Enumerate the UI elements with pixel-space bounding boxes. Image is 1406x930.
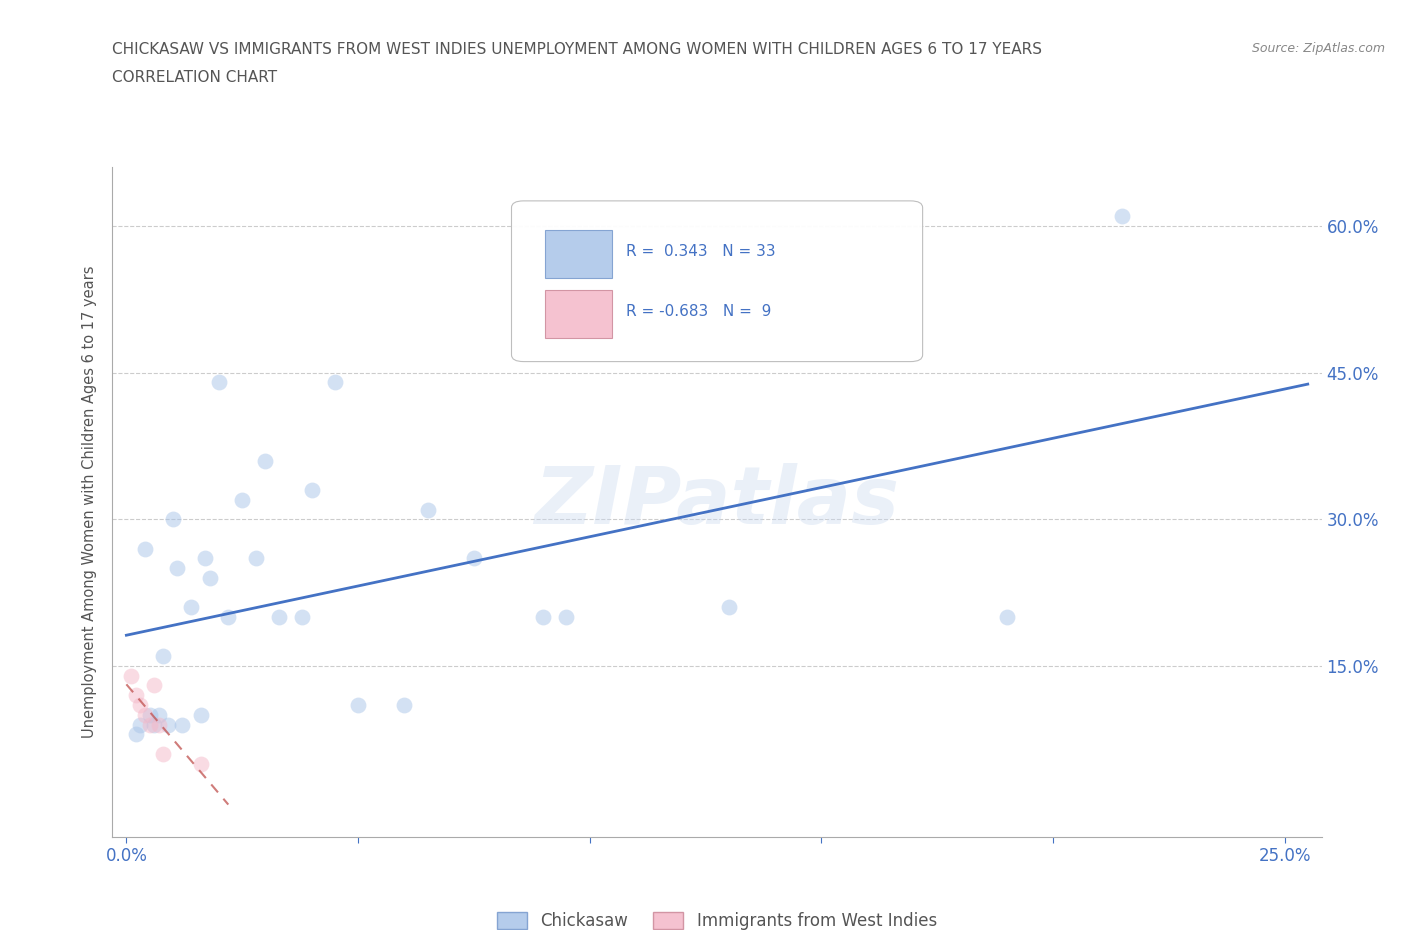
Point <box>124 688 146 703</box>
Text: Source: ZipAtlas.com: Source: ZipAtlas.com <box>1251 42 1385 55</box>
Point <box>323 375 346 390</box>
Point <box>231 492 253 507</box>
Text: R = -0.683   N =  9: R = -0.683 N = 9 <box>627 304 772 319</box>
Point <box>245 551 267 565</box>
Point <box>129 698 152 712</box>
Point <box>138 717 160 732</box>
Point <box>269 610 291 625</box>
Point <box>148 717 170 732</box>
Point <box>416 502 439 517</box>
Point <box>301 483 323 498</box>
Y-axis label: Unemployment Among Women with Children Ages 6 to 17 years: Unemployment Among Women with Children A… <box>82 266 97 738</box>
Point <box>717 600 740 615</box>
Point <box>291 610 314 625</box>
Point <box>180 600 202 615</box>
Text: CHICKASAW VS IMMIGRANTS FROM WEST INDIES UNEMPLOYMENT AMONG WOMEN WITH CHILDREN : CHICKASAW VS IMMIGRANTS FROM WEST INDIES… <box>112 42 1042 57</box>
Text: ZIPatlas: ZIPatlas <box>534 463 900 541</box>
Text: R =  0.343   N = 33: R = 0.343 N = 33 <box>627 244 776 259</box>
Point <box>143 678 166 693</box>
Point <box>134 708 156 723</box>
Point <box>198 570 221 585</box>
FancyBboxPatch shape <box>546 290 612 339</box>
Point <box>143 717 166 732</box>
Point <box>463 551 485 565</box>
Point <box>129 717 152 732</box>
Point <box>152 649 174 664</box>
Point <box>1111 209 1133 224</box>
Point <box>166 561 188 576</box>
Point <box>190 708 212 723</box>
Point <box>157 717 180 732</box>
FancyBboxPatch shape <box>546 230 612 278</box>
Point <box>162 512 184 526</box>
Point <box>555 610 578 625</box>
Point <box>394 698 416 712</box>
Text: CORRELATION CHART: CORRELATION CHART <box>112 70 277 85</box>
FancyBboxPatch shape <box>512 201 922 362</box>
Point <box>148 708 170 723</box>
Point <box>138 708 160 723</box>
Point <box>134 541 156 556</box>
Point <box>170 717 193 732</box>
Point <box>531 610 554 625</box>
Point <box>995 610 1018 625</box>
Point <box>194 551 217 565</box>
Point <box>124 727 146 742</box>
Point <box>208 375 231 390</box>
Point <box>152 747 174 762</box>
Point <box>217 610 239 625</box>
Point <box>347 698 370 712</box>
Point <box>120 669 142 684</box>
Point <box>254 453 277 468</box>
Point <box>190 756 212 771</box>
Legend: Chickasaw, Immigrants from West Indies: Chickasaw, Immigrants from West Indies <box>491 906 943 930</box>
